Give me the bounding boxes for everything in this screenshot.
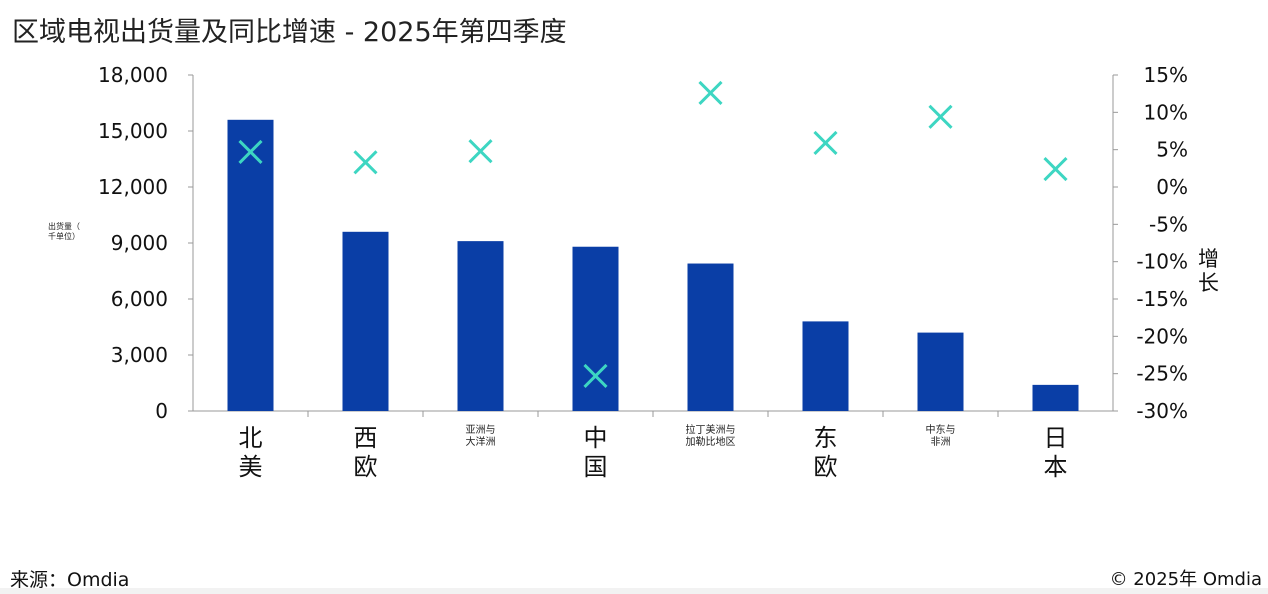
category-label: 大洋洲 xyxy=(466,435,496,448)
right-tick-label: -15% xyxy=(1136,287,1188,311)
growth-marker xyxy=(698,80,723,105)
right-tick-label: 10% xyxy=(1144,100,1188,124)
right-tick-label: 0% xyxy=(1156,175,1188,199)
growth-marker xyxy=(1043,157,1068,182)
bar xyxy=(917,332,964,411)
category-label: 非洲 xyxy=(931,436,951,448)
bar xyxy=(1032,384,1079,411)
growth-marker xyxy=(928,104,953,129)
bottom-bar xyxy=(0,588,1268,594)
growth-marker xyxy=(353,150,378,175)
category-label: 美 xyxy=(239,453,263,481)
right-tick-label: -10% xyxy=(1136,250,1188,274)
growth-marker xyxy=(583,363,608,388)
category-label: 加勒比地区 xyxy=(686,435,736,448)
right-tick-label: -25% xyxy=(1136,362,1188,386)
left-tick-label: 3,000 xyxy=(111,343,168,367)
category-label: 西 xyxy=(354,424,378,452)
bar xyxy=(802,321,849,411)
bar xyxy=(457,241,504,411)
right-tick-label: -5% xyxy=(1149,212,1188,236)
growth-marker xyxy=(238,139,263,164)
category-label: 国 xyxy=(584,453,608,481)
category-label: 欧 xyxy=(814,453,838,481)
category-label: 北 xyxy=(239,424,263,452)
category-label: 本 xyxy=(1044,453,1068,481)
source-note: 来源：Omdia xyxy=(10,569,130,591)
growth-marker xyxy=(468,139,493,164)
bar xyxy=(572,246,619,411)
left-axis-label: 出货量（ xyxy=(48,221,80,231)
right-tick-label: -30% xyxy=(1136,399,1188,423)
category-label: 亚洲与 xyxy=(466,424,496,436)
right-tick-label: 5% xyxy=(1156,138,1188,162)
bar xyxy=(687,263,734,411)
bar xyxy=(342,231,389,411)
left-tick-label: 9,000 xyxy=(111,231,168,255)
right-axis-label: 增 xyxy=(1198,247,1219,271)
left-axis-label: 千单位） xyxy=(48,231,80,241)
left-tick-label: 15,000 xyxy=(98,119,168,143)
copyright-note: © 2025年 Omdia xyxy=(1109,569,1262,590)
left-tick-label: 6,000 xyxy=(111,287,168,311)
category-label: 拉丁美洲与 xyxy=(686,423,736,436)
right-tick-label: 15% xyxy=(1144,63,1188,87)
left-tick-label: 0 xyxy=(155,399,168,423)
category-label: 东 xyxy=(814,424,838,452)
right-axis-label: 长 xyxy=(1198,271,1219,295)
left-tick-label: 18,000 xyxy=(98,63,168,87)
right-tick-label: -20% xyxy=(1136,324,1188,348)
bar xyxy=(227,119,274,412)
category-label: 日 xyxy=(1044,424,1068,452)
category-label: 中 xyxy=(584,424,608,452)
left-tick-label: 12,000 xyxy=(98,175,168,199)
chart-title: 区域电视出货量及同比增速 - 2025年第四季度 xyxy=(12,17,567,48)
category-label: 欧 xyxy=(354,453,378,481)
growth-marker xyxy=(813,130,838,156)
category-label: 中东与 xyxy=(926,423,956,436)
